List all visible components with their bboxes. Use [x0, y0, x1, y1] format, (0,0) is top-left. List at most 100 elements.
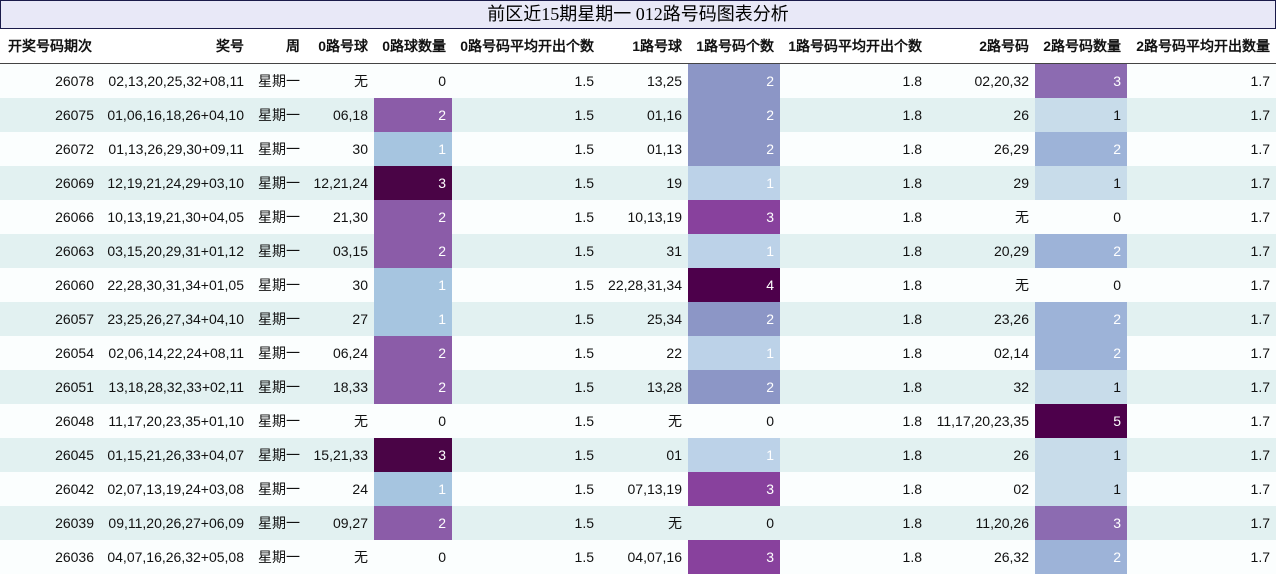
route0-balls-cell: 12,21,24 [306, 166, 374, 200]
route0-avg-cell: 1.5 [452, 132, 600, 166]
table-title: 前区近15期星期一 012路号码图表分析 [0, 0, 1276, 29]
route0-avg-cell: 1.5 [452, 472, 600, 506]
route0-balls-cell: 30 [306, 268, 374, 302]
route1-avg-cell: 1.8 [780, 336, 928, 370]
route0-count-cell: 1 [374, 302, 452, 336]
period-cell: 26042 [0, 472, 100, 506]
route2-avg-cell: 1.7 [1127, 98, 1276, 132]
numbers-cell: 01,15,21,26,33+04,07 [100, 438, 250, 472]
route2-balls-cell: 26 [928, 438, 1035, 472]
route1-balls-cell: 01 [600, 438, 688, 472]
period-cell: 26072 [0, 132, 100, 166]
numbers-cell: 11,17,20,23,35+01,10 [100, 404, 250, 438]
route2-avg-cell: 1.7 [1127, 506, 1276, 540]
route0-balls-cell: 无 [306, 404, 374, 438]
table-row: 26075 01,06,16,18,26+04,10 星期一 06,18 2 1.5 01,… [0, 98, 1276, 132]
route0-balls-cell: 27 [306, 302, 374, 336]
route2-count-cell: 0 [1035, 268, 1127, 302]
route0-balls-cell: 21,30 [306, 200, 374, 234]
route1-count-cell: 1 [688, 438, 780, 472]
route2-avg-cell: 1.7 [1127, 63, 1276, 98]
route0-balls-cell: 无 [306, 540, 374, 574]
route2-count-cell: 2 [1035, 540, 1127, 574]
table-row: 26054 02,06,14,22,24+08,11 星期一 06,24 2 1.5 22 1… [0, 336, 1276, 370]
route2-balls-cell: 02,14 [928, 336, 1035, 370]
weekday-cell: 星期一 [250, 98, 306, 132]
period-cell: 26066 [0, 200, 100, 234]
weekday-cell: 星期一 [250, 438, 306, 472]
route1-count-cell: 1 [688, 234, 780, 268]
route0-avg-cell: 1.5 [452, 336, 600, 370]
route1-balls-cell: 无 [600, 404, 688, 438]
route2-avg-cell: 1.7 [1127, 132, 1276, 166]
route1-count-cell: 2 [688, 98, 780, 132]
weekday-cell: 星期一 [250, 200, 306, 234]
route2-balls-cell: 02 [928, 472, 1035, 506]
route2-count-cell: 5 [1035, 404, 1127, 438]
route1-balls-cell: 07,13,19 [600, 472, 688, 506]
route1-avg-cell: 1.8 [780, 472, 928, 506]
route2-count-cell: 2 [1035, 234, 1127, 268]
route1-avg-cell: 1.8 [780, 268, 928, 302]
weekday-cell: 星期一 [250, 472, 306, 506]
numbers-cell: 13,18,28,32,33+02,11 [100, 370, 250, 404]
weekday-cell: 星期一 [250, 336, 306, 370]
route0-balls-cell: 03,15 [306, 234, 374, 268]
period-cell: 26075 [0, 98, 100, 132]
numbers-cell: 12,19,21,24,29+03,10 [100, 166, 250, 200]
route0-count-cell: 1 [374, 132, 452, 166]
route1-count-cell: 2 [688, 132, 780, 166]
route0-count-cell: 3 [374, 166, 452, 200]
period-cell: 26045 [0, 438, 100, 472]
route1-balls-cell: 13,28 [600, 370, 688, 404]
table-row: 26060 22,28,30,31,34+01,05 星期一 30 1 1.5 22,28,… [0, 268, 1276, 302]
route1-avg-cell: 1.8 [780, 438, 928, 472]
route2-balls-cell: 26,32 [928, 540, 1035, 574]
route2-balls-cell: 02,20,32 [928, 63, 1035, 98]
route0-balls-cell: 无 [306, 63, 374, 98]
header-numbers: 奖号 [100, 29, 250, 64]
route0-avg-cell: 1.5 [452, 404, 600, 438]
route2-count-cell: 1 [1035, 472, 1127, 506]
route2-avg-cell: 1.7 [1127, 404, 1276, 438]
weekday-cell: 星期一 [250, 132, 306, 166]
route2-avg-cell: 1.7 [1127, 472, 1276, 506]
table-row: 26045 01,15,21,26,33+04,07 星期一 15,21,33 3 1.5… [0, 438, 1276, 472]
route0-avg-cell: 1.5 [452, 63, 600, 98]
route2-avg-cell: 1.7 [1127, 540, 1276, 574]
route1-balls-cell: 31 [600, 234, 688, 268]
route1-avg-cell: 1.8 [780, 540, 928, 574]
numbers-cell: 10,13,19,21,30+04,05 [100, 200, 250, 234]
route0-avg-cell: 1.5 [452, 506, 600, 540]
route2-balls-cell: 23,26 [928, 302, 1035, 336]
route0-count-cell: 2 [374, 506, 452, 540]
route0-count-cell: 0 [374, 63, 452, 98]
period-cell: 26069 [0, 166, 100, 200]
route1-avg-cell: 1.8 [780, 63, 928, 98]
table-row: 26039 09,11,20,26,27+06,09 星期一 09,27 2 1.5 无 0 1… [0, 506, 1276, 540]
weekday-cell: 星期一 [250, 540, 306, 574]
route0-avg-cell: 1.5 [452, 370, 600, 404]
header-route0-balls: 0路号球 [306, 29, 374, 64]
numbers-cell: 02,06,14,22,24+08,11 [100, 336, 250, 370]
route1-count-cell: 3 [688, 200, 780, 234]
route0-avg-cell: 1.5 [452, 166, 600, 200]
route0-balls-cell: 15,21,33 [306, 438, 374, 472]
header-route0-avg: 0路号码平均开出个数 [452, 29, 600, 64]
route0-avg-cell: 1.5 [452, 234, 600, 268]
route1-balls-cell: 无 [600, 506, 688, 540]
header-route1-balls: 1路号球 [600, 29, 688, 64]
route1-balls-cell: 22 [600, 336, 688, 370]
route1-balls-cell: 22,28,31,34 [600, 268, 688, 302]
header-route2-count: 2路号码数量 [1035, 29, 1127, 64]
route2-avg-cell: 1.7 [1127, 370, 1276, 404]
route2-balls-cell: 11,17,20,23,35 [928, 404, 1035, 438]
weekday-cell: 星期一 [250, 166, 306, 200]
table-body: 26078 02,13,20,25,32+08,11 星期一无 0 1.5 13,25 2 1… [0, 63, 1276, 574]
route1-count-cell: 1 [688, 336, 780, 370]
period-cell: 26039 [0, 506, 100, 540]
route0-count-cell: 2 [374, 234, 452, 268]
table-row: 26069 12,19,21,24,29+03,10 星期一 12,21,24 3 1.5… [0, 166, 1276, 200]
route1-balls-cell: 01,13 [600, 132, 688, 166]
period-cell: 26078 [0, 63, 100, 98]
